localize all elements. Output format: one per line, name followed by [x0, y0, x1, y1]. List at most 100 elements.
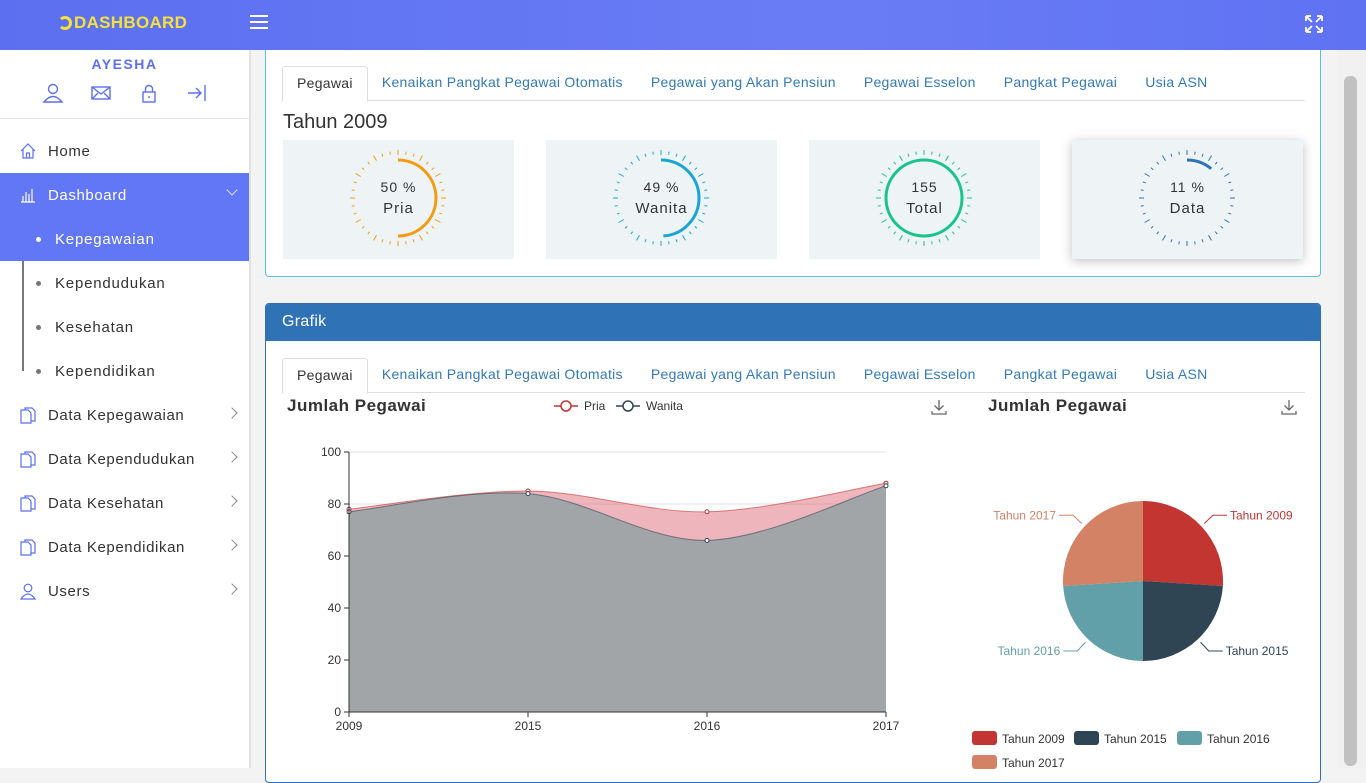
- sidebar-item-users[interactable]: Users: [0, 569, 249, 613]
- logo-icon: [58, 16, 72, 30]
- gauge-tick: [697, 173, 704, 177]
- menu-toggle-button[interactable]: [250, 15, 268, 31]
- stat-label: Pria: [383, 200, 414, 217]
- data-point-wanita[interactable]: [704, 537, 710, 543]
- legend-swatch[interactable]: [1177, 731, 1202, 745]
- tab-pegawai[interactable]: Pegawai: [282, 66, 368, 102]
- gauge-tick: [353, 212, 357, 215]
- stat-card-data: 11 % Data: [1072, 140, 1303, 259]
- sidebar-item-dashboard[interactable]: Dashboard: [0, 173, 249, 217]
- sidebar-item-data-kependidikan[interactable]: Data Kependidikan: [0, 525, 249, 569]
- tab-pensiun[interactable]: Pegawai yang Akan Pensiun: [650, 74, 836, 90]
- pie-slice-4[interactable]: [1063, 501, 1143, 587]
- logo-text: DASHBOARD: [74, 13, 188, 32]
- tab-pangkat[interactable]: Pangkat Pegawai: [1003, 74, 1118, 90]
- gauge-tick: [938, 153, 941, 157]
- app-logo[interactable]: DASHBOARD: [58, 13, 187, 33]
- sidebar-item-data-kepegawaian[interactable]: Data Kepegawaian: [0, 393, 249, 437]
- sidebar-item-home[interactable]: Home: [0, 129, 249, 173]
- legend-label[interactable]: Tahun 2016: [1207, 732, 1270, 746]
- gauge-tick: [425, 161, 429, 165]
- data-point-wanita[interactable]: [525, 491, 531, 497]
- gauge-tick: [675, 153, 678, 157]
- gauge-tick: [425, 231, 429, 235]
- user-icon[interactable]: [42, 82, 64, 104]
- gauge-tick: [1208, 234, 1212, 241]
- document-icon: [20, 407, 36, 424]
- legend-marker[interactable]: [622, 400, 634, 412]
- legend-label[interactable]: Tahun 2015: [1104, 732, 1167, 746]
- scroll-thumb[interactable]: [1344, 76, 1357, 766]
- sidebar-item-label: Data Kepegawaian: [48, 406, 185, 424]
- gauge-tick: [405, 151, 407, 155]
- gauge-tick: [931, 151, 933, 155]
- mail-icon[interactable]: [90, 82, 112, 104]
- gauge-tick: [702, 212, 706, 215]
- gauge-tick: [381, 239, 384, 243]
- stat-value: 155: [911, 179, 938, 195]
- sidebar-item-data-kependudukan[interactable]: Data Kependudukan: [0, 437, 249, 481]
- gauge-tick: [1140, 205, 1144, 207]
- chevron-right-icon: [226, 451, 238, 463]
- y-tick-label: 60: [328, 549, 342, 563]
- sidebar-menu: Home Dashboard Kepegawaian Kependudukan …: [0, 129, 249, 613]
- tab-usia-asn[interactable]: Usia ASN: [1145, 74, 1208, 90]
- legend-swatch[interactable]: [972, 731, 997, 745]
- sidebar-subitem-kependudukan[interactable]: Kependudukan: [0, 261, 249, 305]
- gauge-pria: [350, 150, 446, 246]
- tab-pangkat[interactable]: Pangkat Pegawai: [1003, 366, 1118, 382]
- gauge-tick: [630, 231, 634, 235]
- gauge-tick: [434, 173, 441, 177]
- dashboard-submenu: Kepegawaian Kependudukan Kesehatan Kepen…: [0, 217, 249, 393]
- gauge-tick: [893, 231, 897, 235]
- pie-slice-3[interactable]: [1063, 581, 1143, 661]
- gauge-tick: [361, 167, 365, 171]
- legend-label[interactable]: Tahun 2017: [1002, 756, 1065, 770]
- legend-swatch[interactable]: [1074, 731, 1099, 745]
- download-icon[interactable]: [1280, 398, 1298, 416]
- pie-slice-1[interactable]: [1143, 501, 1223, 587]
- data-point-wanita[interactable]: [883, 483, 889, 489]
- gauge-total: [876, 150, 972, 246]
- stat-value: 49 %: [643, 179, 680, 195]
- download-icon[interactable]: [930, 398, 948, 416]
- legend-marker[interactable]: [560, 400, 572, 412]
- gauge-tick: [915, 151, 917, 155]
- gauge-tick: [636, 234, 640, 241]
- sidebar-subitem-kepegawaian[interactable]: Kepegawaian: [0, 217, 249, 261]
- gauge-tick: [624, 167, 628, 171]
- tab-esselon[interactable]: Pegawai Esselon: [863, 366, 976, 382]
- tab-pensiun[interactable]: Pegawai yang Akan Pensiun: [650, 366, 836, 382]
- tab-esselon[interactable]: Pegawai Esselon: [863, 74, 976, 90]
- tab-pegawai[interactable]: Pegawai: [282, 358, 368, 394]
- page-scrollbar[interactable]: [1337, 50, 1366, 768]
- sidebar-subitem-kependidikan[interactable]: Kependidikan: [0, 349, 249, 393]
- fullscreen-icon[interactable]: [1303, 13, 1325, 35]
- gauge-tick: [1220, 225, 1224, 229]
- pie-label-line: [1063, 641, 1086, 652]
- gauge-tick: [879, 181, 883, 184]
- legend-label[interactable]: Wanita: [646, 399, 683, 413]
- gauge-tick: [1214, 231, 1218, 235]
- tab-kenaikan-pangkat[interactable]: Kenaikan Pangkat Pegawai Otomatis: [381, 366, 623, 382]
- gauge-tick: [1228, 212, 1232, 215]
- series-area-wanita: [349, 485, 886, 712]
- legend-label[interactable]: Pria: [584, 399, 606, 413]
- sidebar-subitem-kesehatan[interactable]: Kesehatan: [0, 305, 249, 349]
- lock-icon[interactable]: [138, 82, 160, 104]
- gauge-tick: [951, 231, 955, 235]
- tab-usia-asn[interactable]: Usia ASN: [1145, 366, 1208, 382]
- pie-slice-2[interactable]: [1143, 581, 1223, 661]
- gauge-tick: [945, 234, 949, 241]
- logout-icon[interactable]: [186, 82, 208, 104]
- sidebar-item-data-kesehatan[interactable]: Data Kesehatan: [0, 481, 249, 525]
- data-point-pria[interactable]: [704, 509, 710, 515]
- gauge-arc: [660, 158, 701, 238]
- tab-kenaikan-pangkat[interactable]: Kenaikan Pangkat Pegawai Otomatis: [381, 74, 623, 90]
- pie-label: Tahun 2009: [1230, 508, 1293, 522]
- gauge-tick: [1223, 173, 1230, 177]
- legend-label[interactable]: Tahun 2009: [1002, 732, 1065, 746]
- legend-swatch[interactable]: [972, 755, 997, 769]
- gauge-tick: [1194, 241, 1196, 245]
- document-icon: [20, 539, 36, 556]
